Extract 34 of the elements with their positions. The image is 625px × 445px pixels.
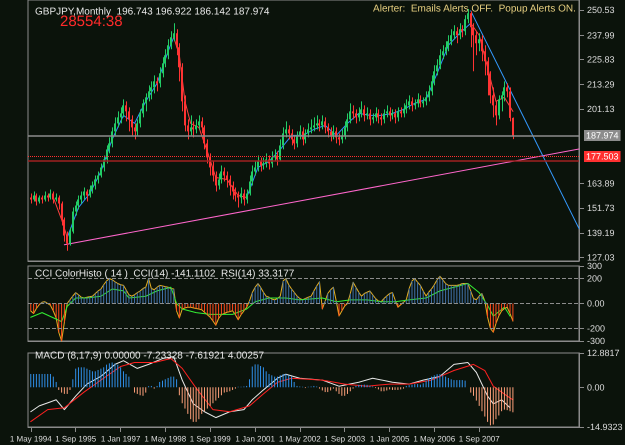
ref-line-label: 187.974: [586, 130, 619, 140]
x-tick-label: 1 Sep 1995: [55, 434, 97, 444]
x-tick-label: 1 Jan 2005: [370, 434, 410, 444]
y-tick-label: 0.00: [587, 298, 605, 308]
y-tick-label: 0.00: [587, 382, 605, 392]
y-tick-label: 200: [587, 274, 602, 284]
x-tick-label: 1 Jan 1997: [100, 434, 141, 444]
x-tick-label: 1 May 2006: [413, 434, 456, 444]
y-tick-label: 139.19: [587, 228, 615, 238]
chart-title: CCI ColorHisto ( 14 ) CCI(14) -141.1102 RSI(14) 33.3177: [35, 268, 295, 280]
y-tick-label: -14.9323: [587, 422, 623, 432]
line-series: [30, 283, 511, 322]
x-tick-label: 1 May 1994: [10, 434, 52, 444]
y-tick-label: 250.53: [587, 5, 615, 16]
x-tick-label: 1 May 1998: [144, 434, 187, 444]
y-tick-label: 127.03: [587, 252, 615, 263]
y-tick-label: 213.29: [587, 80, 615, 90]
y-tick-label: 237.99: [587, 30, 615, 40]
x-tick-label: 1 Jan 2001: [235, 434, 276, 444]
x-tick-label: 1 May 2002: [278, 434, 322, 444]
y-tick-label: 225.83: [587, 54, 615, 65]
y-tick-label: 151.73: [587, 203, 615, 214]
chart-title: MACD (8,17,9) 0.00000 -7.23328 -7.61921 4.00257: [35, 350, 264, 362]
y-tick-label: 300: [587, 261, 602, 271]
annotation: Alerter: Emails Alerts OFF. Popup Alerts ON.: [373, 4, 576, 14]
y-tick-label: -300: [587, 336, 606, 346]
x-tick-label: 1 Sep 2007: [458, 434, 500, 444]
x-tick-label: 1 Sep 2003: [324, 434, 366, 444]
ref-line-label: 177.503: [586, 151, 619, 162]
y-tick-label: 201.13: [587, 104, 615, 114]
y-tick-label: 163.89: [587, 178, 615, 189]
y-tick-label: 12.8817: [587, 348, 620, 358]
y-tick-label: -200: [587, 324, 606, 334]
x-tick-label: 1 Sep 1999: [190, 434, 232, 444]
